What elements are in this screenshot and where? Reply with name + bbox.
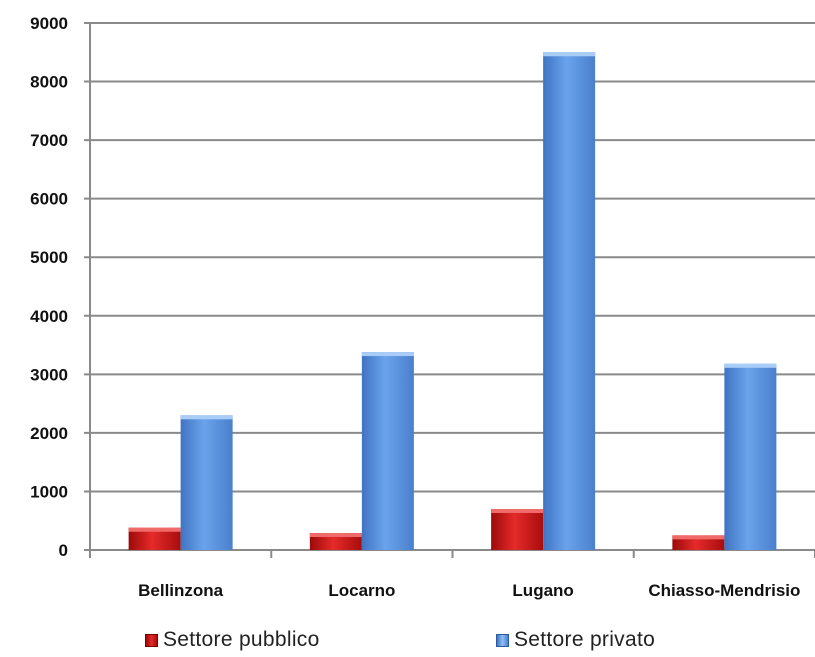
bar-settore-pubblico <box>309 533 362 550</box>
axes <box>89 23 815 558</box>
x-tick-label: Chiasso-Mendrisio <box>648 581 800 600</box>
legend-label: Settore pubblico <box>163 628 320 651</box>
x-tick-label: Lugano <box>512 581 573 600</box>
bar-body <box>180 415 233 550</box>
bar-settore-privato <box>180 415 233 550</box>
bar-top-bevel <box>543 52 596 57</box>
y-tick-label: 3000 <box>30 365 68 384</box>
bar-top-bevel <box>491 509 544 514</box>
y-tick-label: 8000 <box>30 73 68 92</box>
legend: Settore pubblico Settore privato <box>0 628 815 654</box>
legend-item-settore-privato: Settore privato <box>496 628 655 652</box>
legend-label: Settore privato <box>514 628 656 651</box>
bar-settore-privato <box>361 352 414 550</box>
legend-swatch-red <box>145 633 158 647</box>
y-tick-label: 5000 <box>30 248 68 267</box>
legend-swatch-blue <box>496 633 509 647</box>
bar-settore-pubblico <box>672 535 725 550</box>
bar-settore-pubblico <box>128 527 181 550</box>
y-tick-label: 9000 <box>30 14 68 33</box>
y-tick-label: 6000 <box>30 190 68 209</box>
x-tick-labels: Bellinzona Locarno Lugano Chiasso-Mendrisio <box>138 581 800 600</box>
bar-settore-privato <box>724 363 777 550</box>
x-tick-label: Locarno <box>328 581 395 600</box>
legend-item-settore-pubblico: Settore pubblico <box>145 628 320 652</box>
bars <box>128 52 777 551</box>
y-tick-label: 1000 <box>30 482 68 501</box>
x-tick-label: Bellinzona <box>138 581 224 600</box>
bar-body <box>491 509 544 550</box>
bar-body <box>128 527 181 550</box>
y-tick-label: 0 <box>59 541 68 560</box>
y-tick-label: 4000 <box>30 307 68 326</box>
y-tick-labels: 0 1000 2000 3000 4000 5000 6000 7000 8000 9000 <box>30 14 68 560</box>
bar-top-bevel <box>128 527 181 532</box>
bar-body <box>361 352 414 550</box>
bar-top-bevel <box>672 535 725 540</box>
bar-settore-privato <box>543 52 596 551</box>
bar-top-bevel <box>309 533 362 538</box>
bar-top-bevel <box>724 363 777 368</box>
y-tick-label: 2000 <box>30 424 68 443</box>
bar-settore-pubblico <box>491 509 544 550</box>
bar-body <box>724 363 777 550</box>
bar-top-bevel <box>180 415 233 420</box>
bar-top-bevel <box>361 352 414 357</box>
y-tick-label: 7000 <box>30 131 68 150</box>
bar-body <box>309 533 362 550</box>
bar-body <box>543 52 596 551</box>
